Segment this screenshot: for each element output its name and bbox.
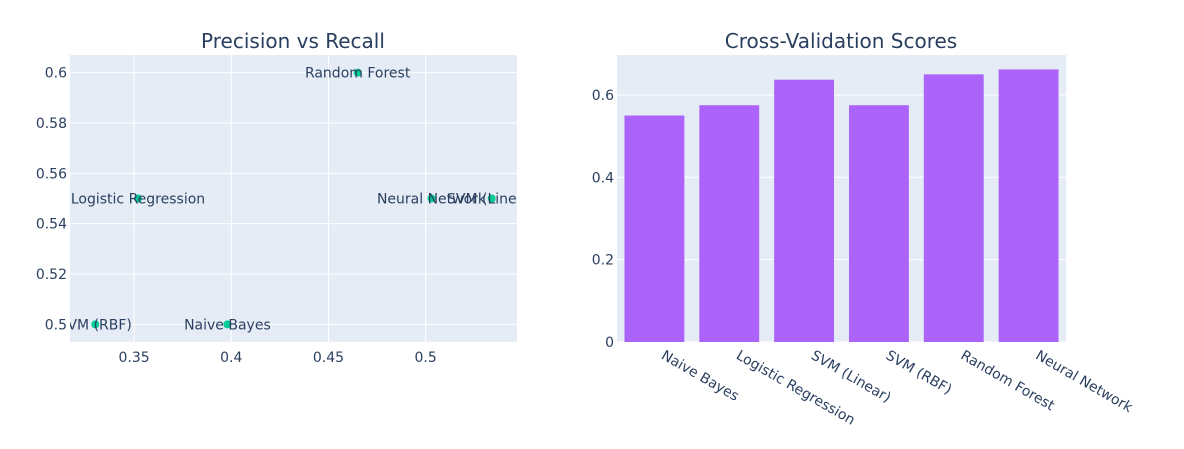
bar-plot-area: [617, 55, 1066, 342]
scatter-y-tick-label: 0.58: [36, 116, 67, 132]
bar-series: [624, 69, 1059, 343]
scatter-point: [223, 320, 232, 329]
scatter-point: [487, 194, 496, 203]
bar: [624, 115, 685, 342]
scatter-y-tick-label: 0.54: [36, 217, 67, 233]
scatter-point: [134, 194, 143, 203]
bar-x-tick-label: SVM (RBF): [883, 348, 954, 399]
scatter-y-tick-label: 0.56: [36, 166, 67, 182]
bar: [774, 79, 835, 343]
bar: [923, 74, 984, 343]
scatter-point: [353, 68, 362, 77]
bar-y-tick-label: 0: [605, 335, 614, 351]
scatter-y-tick-label: 0.5: [45, 317, 67, 333]
scatter-gridlines: [70, 55, 517, 342]
bar-chart-title: Cross-Validation Scores: [725, 29, 957, 53]
bar-gridlines: [617, 94, 1066, 343]
scatter-x-axis: 0.35 0.4 0.45 0.5: [119, 350, 437, 366]
scatter-point-label: Naive Bayes: [184, 317, 271, 333]
scatter-x-tick-label: 0.5: [415, 350, 437, 366]
bar: [848, 105, 909, 342]
bar: [998, 69, 1059, 342]
scatter-chart-title: Precision vs Recall: [201, 29, 385, 53]
scatter-point-label: Random Forest: [305, 66, 411, 82]
bar: [699, 105, 760, 342]
bar-y-tick-label: 0.2: [592, 253, 614, 269]
bar-y-tick-label: 0.6: [592, 88, 614, 104]
scatter-y-tick-label: 0.6: [45, 66, 67, 82]
bar-y-tick-label: 0.4: [592, 170, 614, 186]
scatter-point: [91, 320, 100, 329]
scatter-point-label: Logistic Regression: [71, 192, 205, 208]
scatter-point: [427, 194, 436, 203]
scatter-point-label: SVM (Linear): [447, 192, 536, 208]
scatter-point-label: Neural Network: [377, 192, 487, 208]
scatter-x-tick-label: 0.35: [119, 350, 150, 366]
scatter-points: Naive Bayes Logistic Regression SVM (Linea…: [59, 66, 536, 334]
precision-recall-chart: Precision vs Recall 0.35 0.4 0.45 0.5 0.50.…: [36, 29, 536, 366]
scatter-y-axis: 0.5 0.52 0.54 0.56 0.58 0.6: [36, 66, 67, 334]
scatter-y-tick-label: 0.52: [36, 267, 67, 283]
scatter-point-label: SVM (RBF): [59, 317, 132, 333]
cross-validation-chart: Cross-Validation Scores 0 0.2 0.4 0.6 Naive…: [592, 29, 1136, 429]
scatter-x-tick-label: 0.45: [313, 350, 344, 366]
bar-y-axis: 0 0.2 0.4 0.6: [592, 88, 614, 351]
scatter-plot-area: [70, 55, 517, 342]
bar-x-tick-label: Naive Bayes: [658, 348, 741, 405]
scatter-x-tick-label: 0.4: [220, 350, 242, 366]
